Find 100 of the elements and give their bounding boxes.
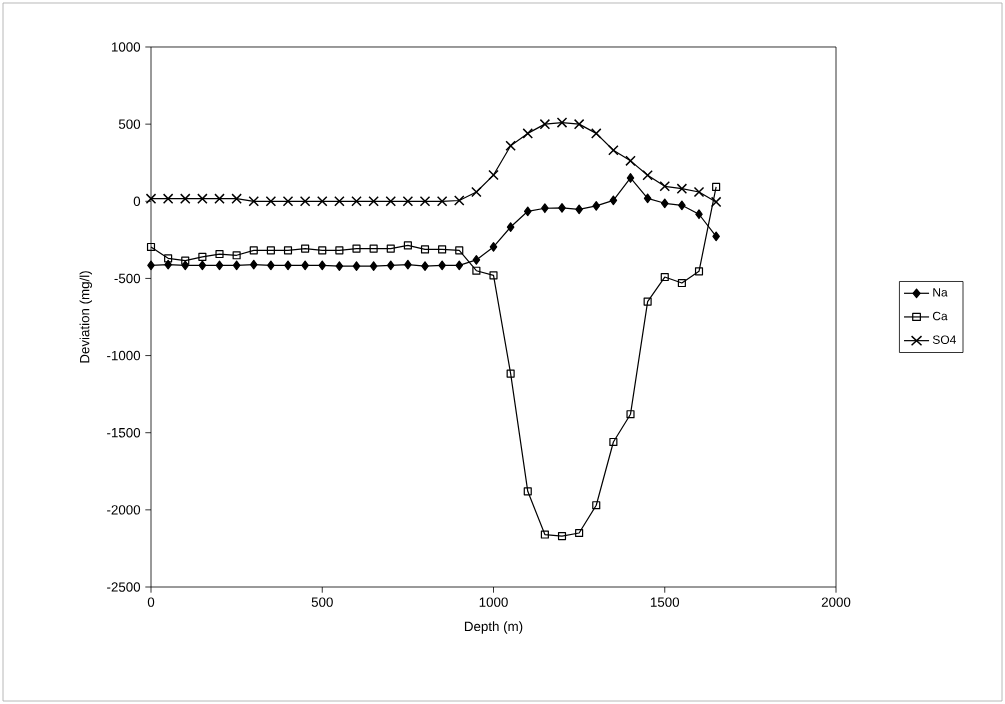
point bbox=[215, 260, 224, 271]
point bbox=[660, 198, 669, 209]
point bbox=[385, 196, 397, 207]
point bbox=[489, 242, 498, 252]
x-tick-label: 1000 bbox=[479, 597, 508, 607]
x-axis-title: Depth (m) bbox=[464, 621, 523, 634]
point bbox=[695, 209, 703, 220]
point bbox=[676, 183, 688, 194]
point bbox=[642, 169, 653, 181]
point bbox=[301, 260, 309, 271]
point bbox=[678, 200, 686, 211]
point bbox=[299, 196, 311, 207]
point bbox=[472, 255, 481, 265]
point bbox=[386, 260, 395, 271]
point bbox=[558, 203, 566, 213]
point bbox=[677, 278, 686, 288]
point bbox=[489, 271, 498, 280]
x-tick-label: 2000 bbox=[821, 597, 851, 607]
point bbox=[625, 155, 636, 167]
point bbox=[455, 246, 464, 255]
point bbox=[282, 196, 294, 207]
point bbox=[609, 195, 618, 206]
point bbox=[539, 118, 551, 130]
point bbox=[626, 173, 635, 183]
point bbox=[522, 128, 534, 139]
y-axis-title: Deviation (mg/l) bbox=[79, 271, 93, 363]
point bbox=[438, 245, 447, 254]
x-tick-label: 500 bbox=[311, 597, 333, 607]
point bbox=[455, 260, 464, 271]
point bbox=[556, 117, 568, 128]
y-tick-label: -1000 bbox=[107, 350, 141, 361]
point bbox=[162, 193, 174, 204]
point bbox=[301, 244, 310, 253]
point bbox=[334, 196, 345, 207]
point bbox=[421, 261, 429, 271]
legend-label: SO4 bbox=[932, 335, 956, 344]
point bbox=[472, 266, 481, 275]
point bbox=[248, 196, 260, 207]
point bbox=[352, 244, 361, 253]
point bbox=[164, 259, 172, 270]
point bbox=[231, 193, 242, 204]
point bbox=[146, 242, 156, 252]
point bbox=[386, 244, 395, 253]
point bbox=[266, 246, 275, 255]
point bbox=[267, 260, 275, 271]
point bbox=[198, 252, 207, 261]
point bbox=[541, 203, 549, 214]
point bbox=[369, 261, 378, 271]
point bbox=[592, 501, 601, 510]
point bbox=[198, 260, 207, 271]
point bbox=[573, 118, 585, 130]
point bbox=[575, 528, 584, 538]
point bbox=[626, 410, 635, 419]
point bbox=[643, 297, 652, 306]
point bbox=[352, 261, 361, 271]
y-tick-label: 0 bbox=[133, 196, 141, 206]
point bbox=[232, 260, 241, 271]
point bbox=[710, 196, 722, 208]
point bbox=[316, 196, 328, 207]
point bbox=[608, 144, 619, 156]
point bbox=[523, 487, 532, 496]
y-tick-label: -500 bbox=[114, 273, 141, 284]
point bbox=[164, 254, 173, 263]
point bbox=[145, 193, 157, 204]
point bbox=[179, 193, 191, 204]
x-tick-label: 0 bbox=[147, 597, 155, 607]
point bbox=[404, 259, 412, 270]
point bbox=[712, 182, 721, 191]
point bbox=[249, 246, 258, 255]
point bbox=[369, 244, 378, 253]
point bbox=[540, 530, 549, 539]
point bbox=[318, 246, 327, 255]
point bbox=[181, 256, 190, 265]
point bbox=[506, 222, 515, 232]
point bbox=[265, 196, 277, 207]
point bbox=[215, 249, 224, 259]
point bbox=[335, 246, 344, 255]
point bbox=[403, 241, 412, 250]
y-tick-label: 1000 bbox=[111, 42, 141, 52]
point bbox=[523, 206, 532, 217]
point bbox=[557, 532, 567, 541]
point bbox=[147, 260, 155, 271]
point bbox=[438, 260, 446, 271]
point bbox=[506, 369, 515, 378]
point bbox=[197, 193, 208, 204]
point bbox=[693, 186, 705, 198]
y-tick-label: 500 bbox=[118, 119, 141, 129]
point bbox=[283, 246, 293, 255]
point bbox=[214, 193, 225, 204]
point bbox=[590, 128, 602, 139]
point bbox=[643, 193, 652, 204]
point bbox=[659, 181, 671, 192]
legend-label: Ca bbox=[932, 311, 948, 321]
point bbox=[402, 196, 414, 207]
point bbox=[232, 251, 241, 260]
point bbox=[592, 201, 601, 211]
point bbox=[368, 196, 379, 207]
point bbox=[284, 260, 292, 271]
point bbox=[420, 245, 430, 254]
point bbox=[318, 260, 327, 271]
